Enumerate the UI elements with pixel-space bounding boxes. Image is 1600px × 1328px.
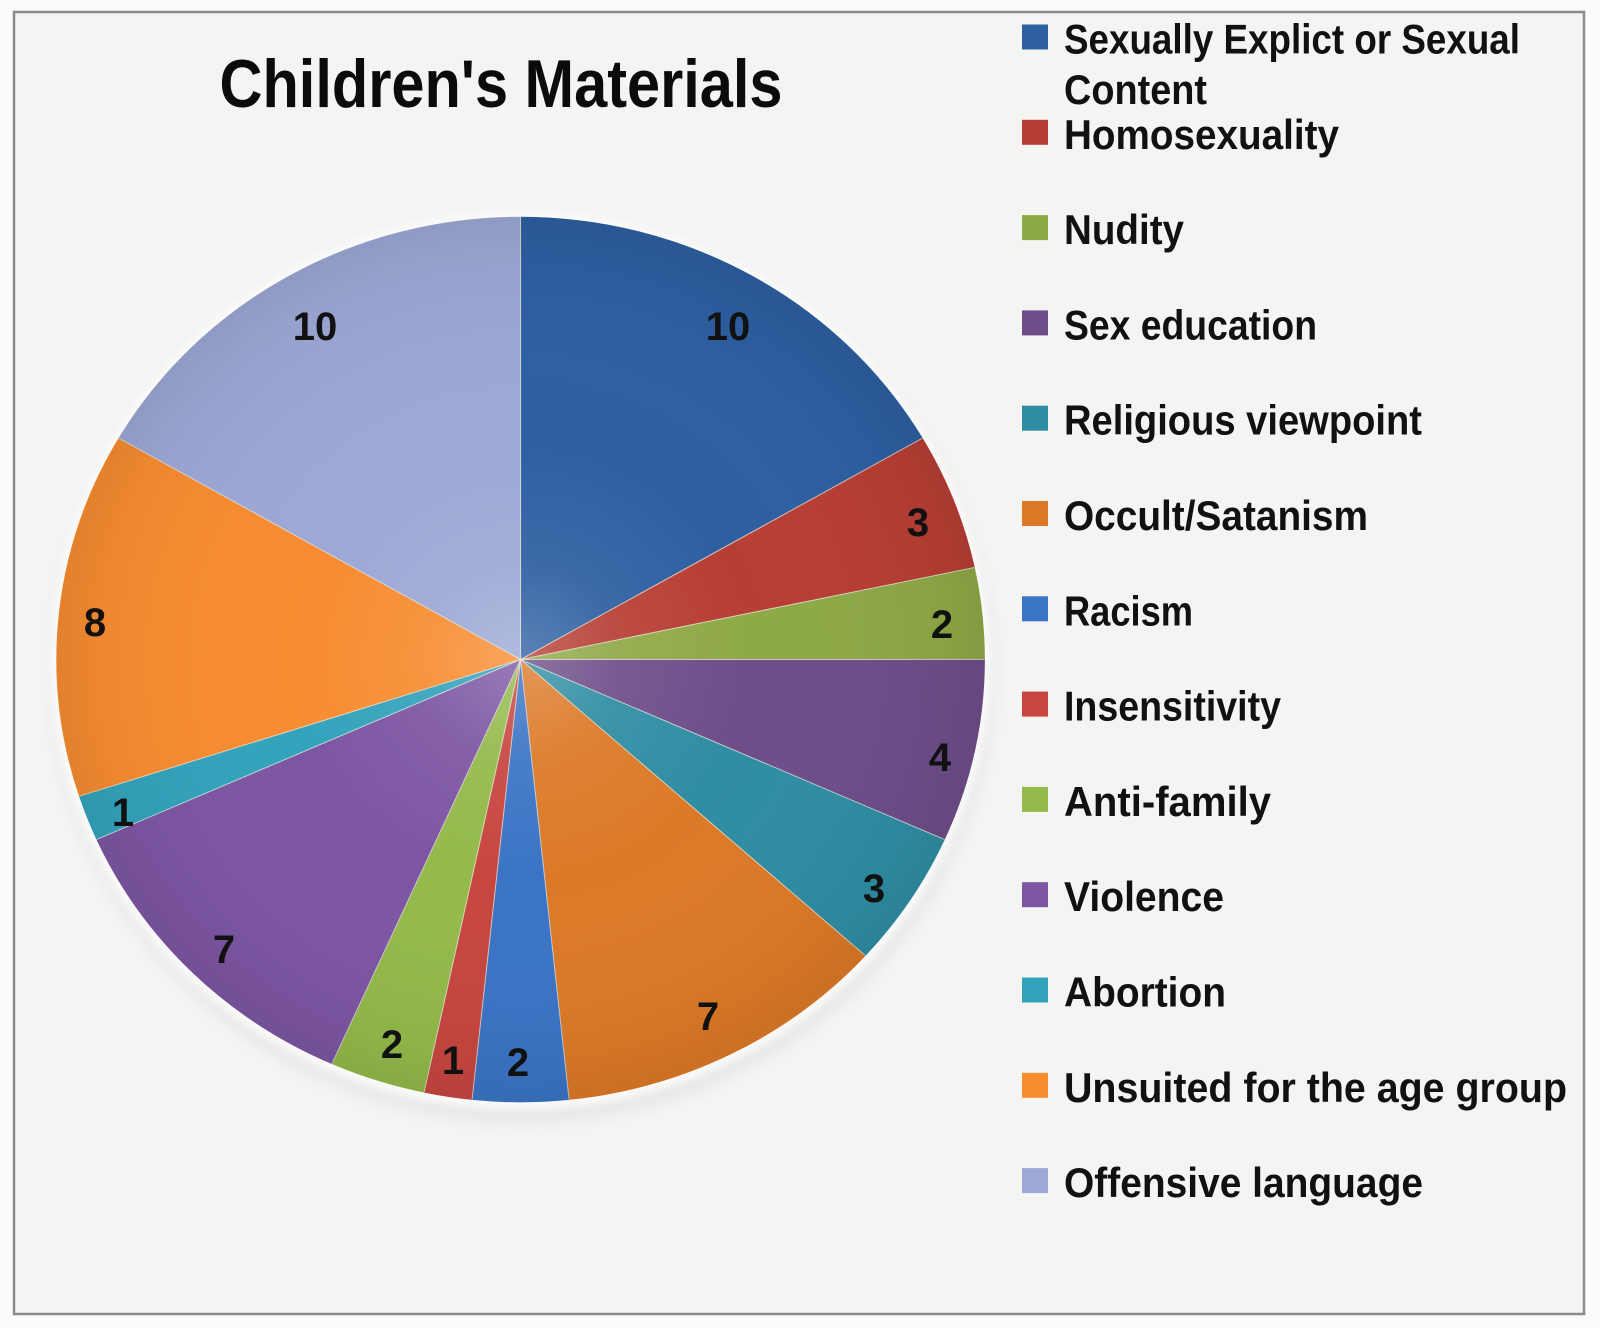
svg-text:Violence: Violence xyxy=(1064,873,1224,920)
svg-text:Insensitivity: Insensitivity xyxy=(1064,683,1282,730)
svg-text:Sexually Explict or Sexual: Sexually Explict or Sexual xyxy=(1064,16,1520,63)
svg-text:2: 2 xyxy=(931,603,953,647)
svg-text:Nudity: Nudity xyxy=(1064,206,1185,253)
svg-text:Offensive language: Offensive language xyxy=(1064,1159,1423,1206)
svg-text:4: 4 xyxy=(929,736,952,780)
svg-text:Unsuited for the age group: Unsuited for the age group xyxy=(1064,1064,1567,1111)
svg-text:Children's Materials: Children's Materials xyxy=(220,46,783,122)
svg-text:Religious viewpoint: Religious viewpoint xyxy=(1064,397,1422,444)
svg-text:Homosexuality: Homosexuality xyxy=(1064,111,1340,158)
svg-text:Content: Content xyxy=(1064,66,1207,113)
svg-text:Anti-family: Anti-family xyxy=(1064,778,1272,825)
svg-text:Sex education: Sex education xyxy=(1064,301,1317,348)
svg-text:7: 7 xyxy=(697,995,719,1039)
svg-text:3: 3 xyxy=(863,867,885,911)
svg-text:2: 2 xyxy=(507,1041,529,1085)
svg-text:10: 10 xyxy=(706,305,751,349)
svg-text:10: 10 xyxy=(293,305,338,349)
svg-text:1: 1 xyxy=(112,791,134,835)
svg-text:8: 8 xyxy=(84,601,106,645)
svg-text:2: 2 xyxy=(381,1023,403,1067)
svg-text:Occult/Satanism: Occult/Satanism xyxy=(1064,492,1368,539)
svg-text:Abortion: Abortion xyxy=(1064,969,1226,1016)
svg-text:7: 7 xyxy=(213,928,235,972)
svg-text:1: 1 xyxy=(442,1039,464,1083)
svg-text:3: 3 xyxy=(907,501,929,545)
svg-text:Racism: Racism xyxy=(1064,587,1193,634)
